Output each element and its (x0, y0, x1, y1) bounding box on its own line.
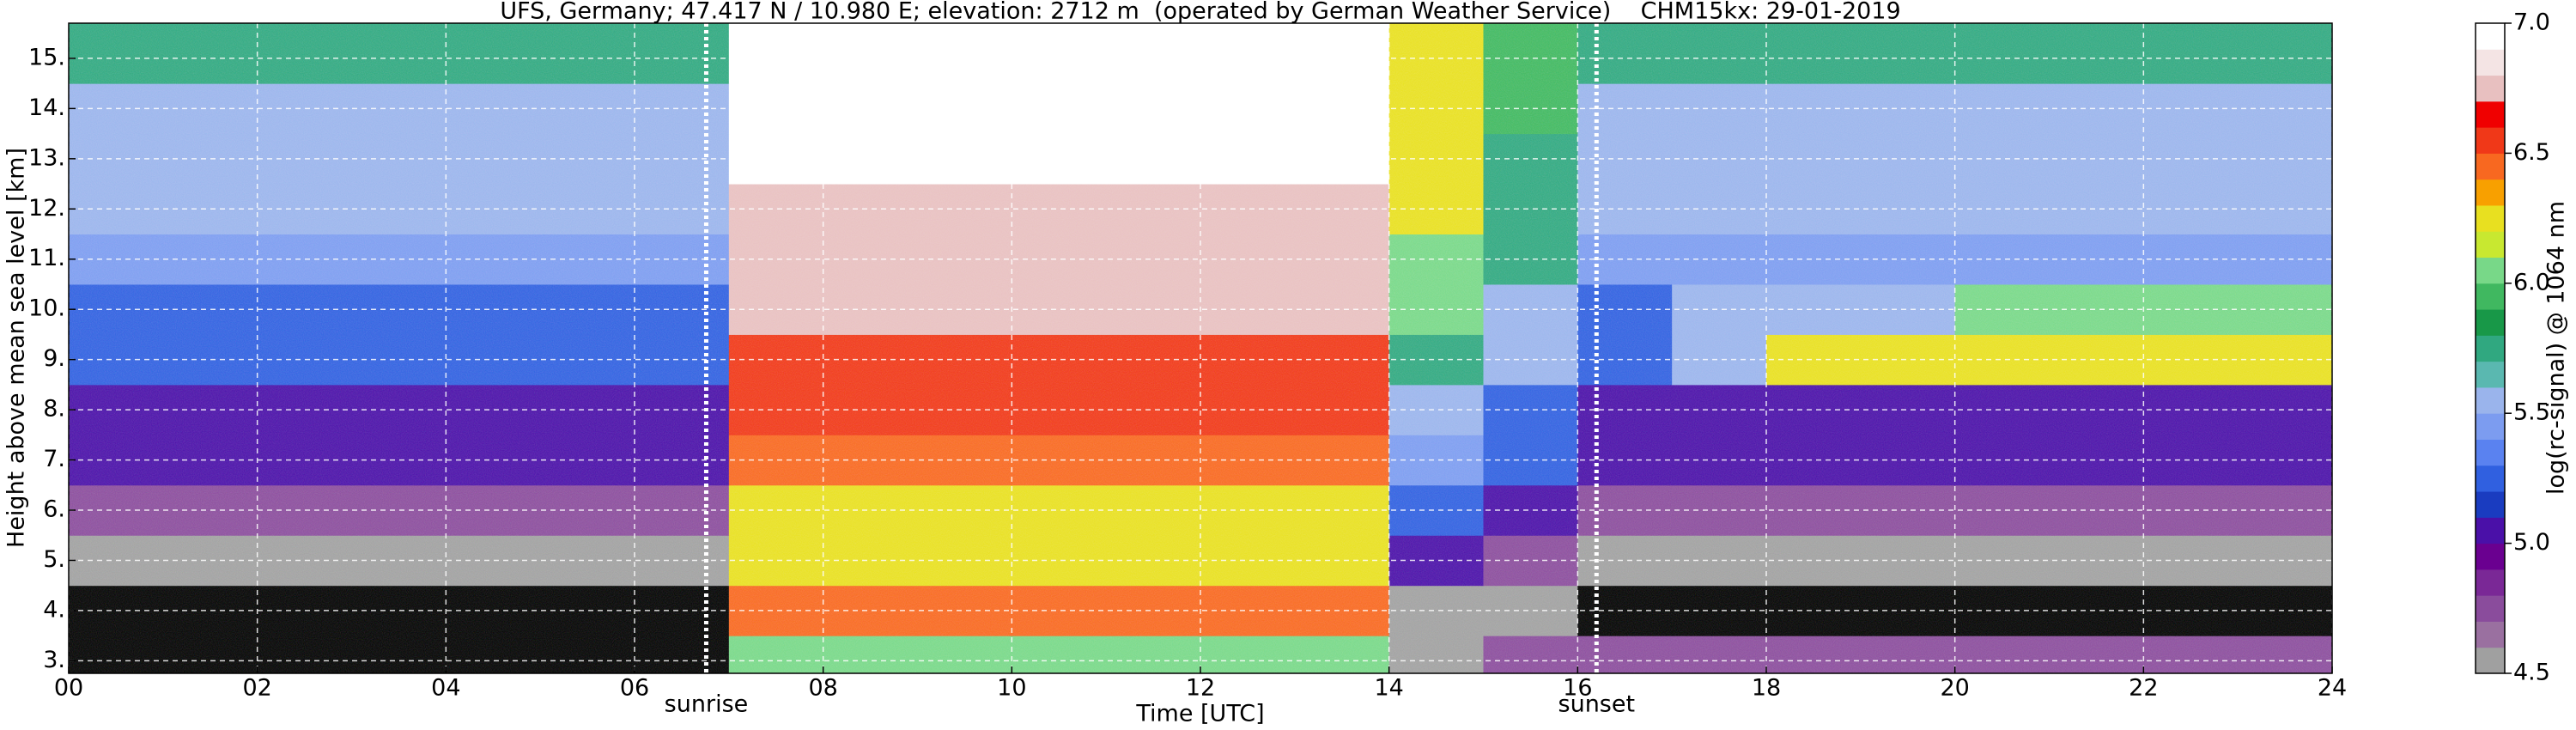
y-tick-label: 14. (28, 94, 65, 121)
y-tick-label: 3. (43, 647, 65, 673)
annotation-label: sunrise (665, 691, 749, 718)
y-tick-label: 12. (28, 195, 65, 222)
colorbar-tick-label: 7.0 (2513, 9, 2550, 36)
y-tick-label: 7. (43, 446, 65, 472)
x-tick-label: 22 (2129, 675, 2158, 702)
colorbar-swatch (2476, 49, 2505, 76)
axes: 00 02 04 06 08 10 12 14 16 18 20 22 24 3. 4. 5. 6. 7. 8. 9.… (28, 9, 2550, 718)
colorbar-swatch (2476, 257, 2505, 284)
x-tick-label: 04 (431, 675, 460, 702)
x-tick-label: 24 (2318, 675, 2347, 702)
x-tick-label: 06 (620, 675, 649, 702)
colorbar-swatch (2476, 231, 2505, 259)
colorbar-tick-label: 5.0 (2513, 529, 2550, 556)
colorbar-swatch (2476, 465, 2505, 492)
x-tick-label: 08 (808, 675, 837, 702)
colorbar-swatch (2476, 517, 2505, 544)
colorbar-tick-label: 6.0 (2513, 269, 2550, 295)
y-tick-label: 8. (43, 396, 65, 423)
x-tick-label: 02 (242, 675, 271, 702)
x-tick-label: 12 (1186, 675, 1215, 702)
colorbar-swatch (2476, 23, 2505, 50)
y-tick-label: 6. (43, 496, 65, 523)
y-tick-label: 4. (43, 596, 65, 623)
colorbar-swatch (2476, 204, 2505, 232)
colorbar-frame (2475, 22, 2506, 674)
colorbar-swatch (2476, 491, 2505, 518)
colorbar-swatch (2476, 127, 2505, 154)
y-tick-label: 11. (28, 245, 65, 271)
x-tick-label: 00 (54, 675, 83, 702)
y-axis-label: Height above mean sea level [km] (3, 148, 30, 548)
colorbar-swatch (2476, 413, 2505, 440)
x-tick-label: 20 (1940, 675, 1969, 702)
colorbar-swatch (2476, 386, 2505, 414)
colorbar-swatch (2476, 569, 2505, 596)
y-tick-label: 13. (28, 144, 65, 171)
colorbar-tick-label: 5.5 (2513, 399, 2550, 426)
x-tick-label: 18 (1752, 675, 1781, 702)
y-tick-label: 5. (43, 546, 65, 573)
colorbar-swatch (2476, 361, 2505, 388)
chart-title: UFS, Germany; 47.417 N / 10.980 E; eleva… (500, 0, 1900, 25)
colorbar-swatch (2476, 647, 2505, 674)
colorbar-swatch (2476, 439, 2505, 466)
y-tick-label: 10. (28, 295, 65, 322)
y-tick-label: 9. (43, 345, 65, 372)
plot-frame (68, 22, 2333, 674)
colorbar-swatch (2476, 595, 2505, 622)
colorbar-swatch (2476, 335, 2505, 362)
x-axis-label: Time [UTC] (1135, 701, 1264, 727)
colorbar-swatch (2476, 75, 2505, 102)
colorbar-tick-label: 4.5 (2513, 660, 2550, 686)
colorbar-swatch (2476, 309, 2505, 336)
colorbar-tick-label: 6.5 (2513, 139, 2550, 166)
colorbar-swatch (2476, 621, 2505, 648)
y-tick-label: 15. (28, 44, 65, 70)
colorbar-swatch (2476, 153, 2505, 180)
colorbar-swatch (2476, 100, 2505, 128)
colorbar-label: log(rc-signal) @ 1064 nm (2543, 201, 2570, 495)
x-tick-label: 16 (1563, 675, 1592, 702)
colorbar-swatch (2476, 283, 2505, 310)
colorbar-swatch (2476, 179, 2505, 206)
colorbar-swatch (2476, 543, 2505, 570)
x-tick-label: 14 (1374, 675, 1403, 702)
x-tick-label: 10 (997, 675, 1026, 702)
annotation-label: sunset (1558, 691, 1636, 718)
